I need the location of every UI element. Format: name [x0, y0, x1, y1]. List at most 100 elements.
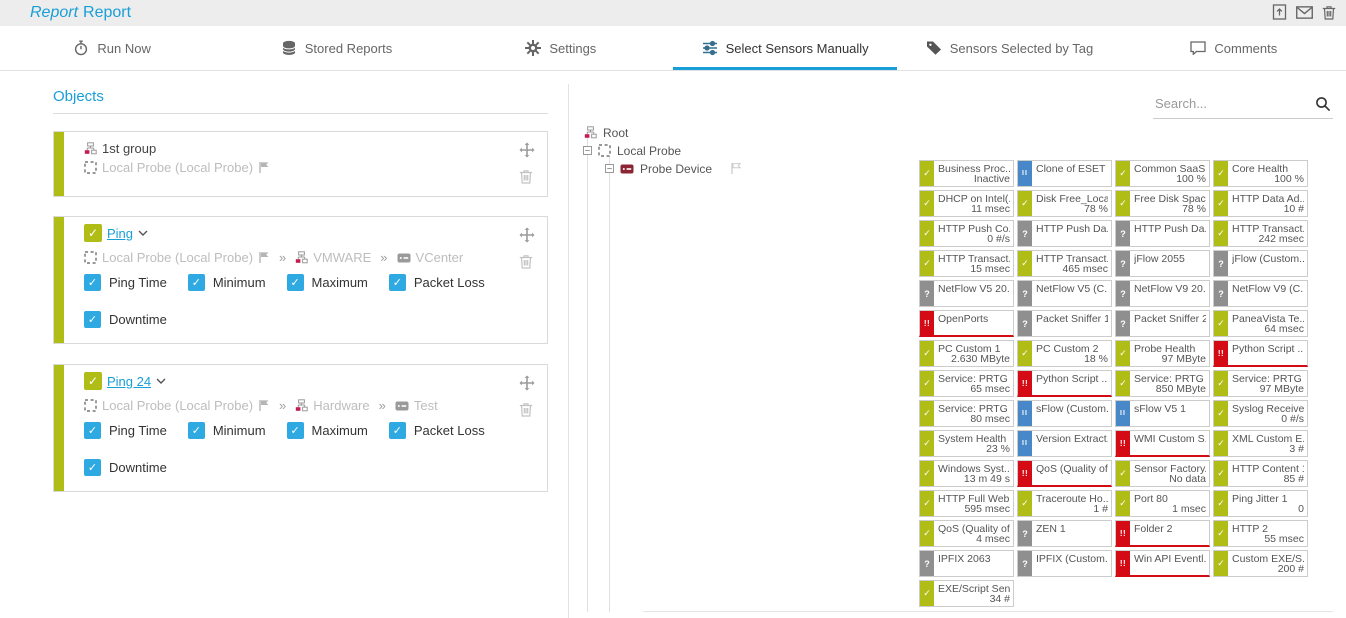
sensor-tile-probe-health[interactable]: ✓ Probe Health 97 MByte — [1115, 340, 1210, 367]
channel-checkbox[interactable]: ✓ — [187, 274, 205, 291]
collapse-toggle[interactable] — [583, 146, 592, 155]
sensor-tile-netflow-v9-20[interactable]: ? NetFlow V9 20... — [1115, 280, 1210, 307]
sensor-tile-ipfix-2063[interactable]: ? IPFIX 2063 — [919, 550, 1014, 577]
sensor-tile-http-full-web[interactable]: ✓ HTTP Full Web...595 msec — [919, 490, 1014, 517]
sensor-tile-python-script[interactable]: !! Python Script ... — [1213, 340, 1308, 367]
tree-node-label[interactable]: Local Probe — [617, 143, 682, 158]
sensor-tile-netflow-v5-20[interactable]: ? NetFlow V5 20... — [919, 280, 1014, 307]
tree-node-label[interactable]: Probe Device — [640, 161, 713, 176]
sensor-tile-traceroute-ho[interactable]: ✓ Traceroute Ho... 1 # — [1017, 490, 1112, 517]
channel-checkbox[interactable]: ✓ — [84, 311, 101, 328]
sensor-tile-http-push-co[interactable]: ✓ HTTP Push Co... 0 #/s — [919, 220, 1014, 247]
sensor-tile-netflow-v5-c[interactable]: ? NetFlow V5 (C... — [1017, 280, 1112, 307]
chevron-down-icon[interactable] — [156, 378, 166, 384]
sensor-tile-service-prtg[interactable]: ✓ Service: PRTG ...65 msec — [919, 370, 1014, 397]
sensor-tile-exe-script-sen[interactable]: ✓ EXE/Script Sen...34 # — [919, 580, 1014, 607]
channel-checkbox[interactable]: ✓ — [84, 459, 101, 476]
channel-checkbox[interactable]: ✓ — [388, 422, 406, 439]
sensor-tile-disk-free-local[interactable]: ✓ Disk Free_Local 78 % — [1017, 190, 1112, 217]
tab-run-now[interactable]: Run Now — [0, 26, 224, 70]
sensor-tile-pc-custom-1[interactable]: ✓ PC Custom 1 2.630 MByte — [919, 340, 1014, 367]
tab-stored-reports[interactable]: Stored Reports — [224, 26, 448, 70]
chevron-down-icon[interactable] — [138, 230, 148, 236]
sensor-tile-title: HTTP Push Da... — [1134, 223, 1206, 235]
sensor-tile-sflow-custom[interactable]: II sFlow (Custom... — [1017, 400, 1112, 427]
tab-select-sensors-manually[interactable]: Select Sensors Manually — [673, 26, 897, 70]
channel-checkbox[interactable]: ✓ — [388, 274, 406, 291]
sensor-tile-free-disk-spac[interactable]: ✓ Free Disk Spac...78 % — [1115, 190, 1210, 217]
search-icon[interactable] — [1315, 96, 1331, 112]
object-selected-checkbox[interactable]: ✓ — [84, 372, 102, 390]
delete-object-button[interactable] — [519, 168, 533, 184]
sensor-tile-pc-custom-2[interactable]: ✓ PC Custom 2 18 % — [1017, 340, 1112, 367]
sensor-tile-http-push-da[interactable]: ? HTTP Push Da... — [1115, 220, 1210, 247]
sensor-tile-syslog-receive[interactable]: ✓ Syslog Receive...0 #/s — [1213, 400, 1308, 427]
sensor-tile-ping-jitter-1[interactable]: ✓ Ping Jitter 1 0 — [1213, 490, 1308, 517]
channel-checkbox[interactable]: ✓ — [84, 274, 101, 291]
sensor-tile-qos-quality-of[interactable]: ✓ QoS (Quality of...4 msec — [919, 520, 1014, 547]
sensor-tile-http-push-da[interactable]: ? HTTP Push Da... — [1017, 220, 1112, 247]
sensor-tile-netflow-v9-c[interactable]: ? NetFlow V9 (C... — [1213, 280, 1308, 307]
move-handle[interactable] — [519, 142, 535, 158]
sensor-tile-packet-sniffer-2[interactable]: ? Packet Sniffer 2 — [1115, 310, 1210, 337]
sensor-tile-sensor-factory[interactable]: ✓ Sensor Factory... No data — [1115, 460, 1210, 487]
channel-checkbox[interactable]: ✓ — [187, 422, 205, 439]
sensor-tile-sflow-v5-1[interactable]: II sFlow V5 1 — [1115, 400, 1210, 427]
sensor-tile-http-transact[interactable]: ✓ HTTP Transact... 15 msec — [919, 250, 1014, 277]
sensor-tile-http-transact[interactable]: ✓ HTTP Transact... 242 msec — [1213, 220, 1308, 247]
sensor-status-icon: II — [1018, 161, 1032, 186]
sensor-tile-clone-of-eset[interactable]: II Clone of ESET ... — [1017, 160, 1112, 187]
delete-object-button[interactable] — [519, 401, 533, 417]
sensor-tile-windows-syst[interactable]: ✓ Windows Syst... 13 m 49 s — [919, 460, 1014, 487]
sensor-tile-business-proc[interactable]: ✓ Business Proc... Inactive — [919, 160, 1014, 187]
sensor-tile-wmi-custom-s[interactable]: !! WMI Custom S... — [1115, 430, 1210, 457]
search-input[interactable] — [1153, 92, 1305, 113]
sensor-tile-http-content-1[interactable]: ✓ HTTP Content 1 85 # — [1213, 460, 1308, 487]
delete-report-icon[interactable] — [1322, 4, 1336, 20]
sensor-tile-common-saas[interactable]: ✓ Common SaaS... 100 % — [1115, 160, 1210, 187]
sensor-tile-qos-quality-of[interactable]: !! QoS (Quality of... — [1017, 460, 1112, 487]
move-handle[interactable] — [519, 375, 535, 391]
sensor-tile-win-api-eventl[interactable]: !! Win API Eventl... — [1115, 550, 1210, 577]
sensor-tile-python-script[interactable]: !! Python Script ... — [1017, 370, 1112, 397]
sensor-tile-http-data-ad[interactable]: ✓ HTTP Data Ad... 10 # — [1213, 190, 1308, 217]
sensor-tile-port-80[interactable]: ✓ Port 80 1 msec — [1115, 490, 1210, 517]
email-icon[interactable] — [1296, 5, 1313, 19]
sensor-tile-custom-exe-s[interactable]: ✓ Custom EXE/S... 200 # — [1213, 550, 1308, 577]
sensor-tile-service-prtg[interactable]: ✓ Service: PRTG ...97 MByte — [1213, 370, 1308, 397]
sensor-tile-service-prtg[interactable]: ✓ Service: PRTG ...80 msec — [919, 400, 1014, 427]
channel-checkbox[interactable]: ✓ — [286, 274, 304, 291]
object-title-link[interactable]: Ping — [107, 225, 134, 241]
sensor-tile-version-extract[interactable]: II Version Extract... — [1017, 430, 1112, 457]
channel-checkbox[interactable]: ✓ — [286, 422, 304, 439]
sensor-tile-jflow-custom[interactable]: ? jFlow (Custom... — [1213, 250, 1308, 277]
collapse-toggle[interactable] — [605, 164, 614, 173]
sensor-tile-service-prtg[interactable]: ✓ Service: PRTG ...850 MByte — [1115, 370, 1210, 397]
sensor-tile-xml-custom-e[interactable]: ✓ XML Custom E... 3 # — [1213, 430, 1308, 457]
sensor-tile-title: Version Extract... — [1036, 433, 1108, 445]
add-report-icon[interactable] — [1272, 4, 1287, 20]
sensor-status-icon: ✓ — [920, 431, 934, 456]
tab-settings[interactable]: Settings — [449, 26, 673, 70]
object-selected-checkbox[interactable]: ✓ — [84, 224, 102, 242]
sensor-tile-system-health[interactable]: ✓ System Health 23 % — [919, 430, 1014, 457]
sensor-tile-ipfix-custom[interactable]: ? IPFIX (Custom... — [1017, 550, 1112, 577]
sensor-tile-folder-2[interactable]: !! Folder 2 — [1115, 520, 1210, 547]
sensor-tile-paneavista-te[interactable]: ✓ PaneaVista Te... 64 msec — [1213, 310, 1308, 337]
sensor-tile-packet-sniffer-1[interactable]: ? Packet Sniffer 1 — [1017, 310, 1112, 337]
delete-object-button[interactable] — [519, 253, 533, 269]
channel-checkbox[interactable]: ✓ — [84, 422, 101, 439]
move-handle[interactable] — [519, 227, 535, 243]
sensor-tile-jflow-2055[interactable]: ? jFlow 2055 — [1115, 250, 1210, 277]
tab-comments[interactable]: Comments — [1122, 26, 1346, 70]
tree-node-label[interactable]: Root — [603, 125, 629, 140]
sensor-tile-http-2[interactable]: ✓ HTTP 2 55 msec — [1213, 520, 1308, 547]
sensor-tile-title: IPFIX (Custom... — [1036, 553, 1108, 565]
sensor-tile-zen-1[interactable]: ? ZEN 1 — [1017, 520, 1112, 547]
sensor-tile-http-transact[interactable]: ✓ HTTP Transact... 465 msec — [1017, 250, 1112, 277]
sensor-tile-openports[interactable]: !! OpenPorts — [919, 310, 1014, 337]
tab-sensors-selected-by-tag[interactable]: Sensors Selected by Tag — [897, 26, 1121, 70]
sensor-tile-dhcp-on-intel[interactable]: ✓ DHCP on Intel(... 11 msec — [919, 190, 1014, 217]
sensor-tile-core-health[interactable]: ✓ Core Health 100 % — [1213, 160, 1308, 187]
object-title-link[interactable]: Ping 24 — [107, 373, 152, 389]
